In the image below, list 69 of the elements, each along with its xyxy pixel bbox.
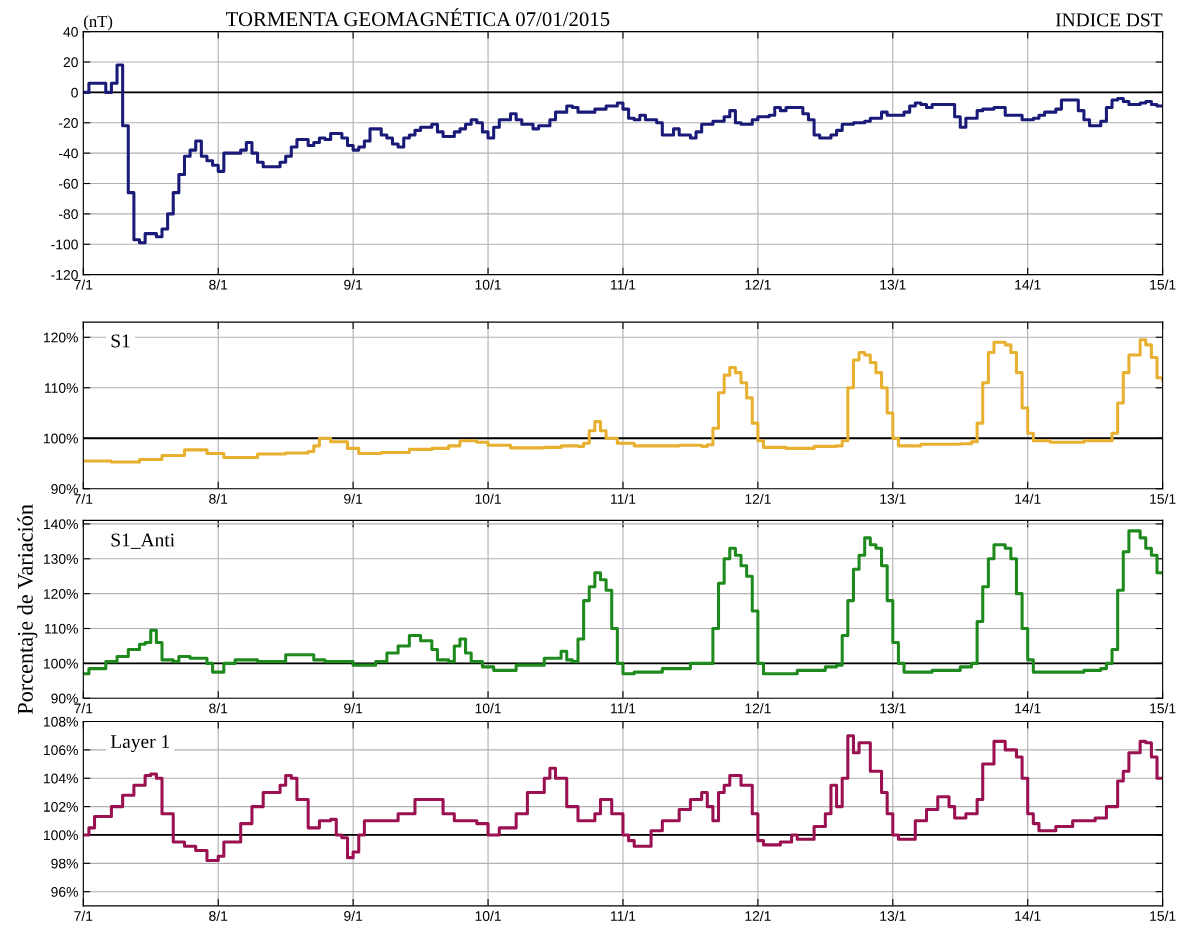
y-tick-label: 140% bbox=[43, 519, 78, 530]
x-tick-label: 9/1 bbox=[344, 910, 363, 921]
y-tick-label: 100% bbox=[43, 658, 78, 669]
chart-title: S1 bbox=[111, 334, 130, 348]
x-tick-label: 14/1 bbox=[1015, 279, 1041, 290]
x-tick-label: 12/1 bbox=[745, 910, 771, 921]
y-tick-label: 102% bbox=[43, 801, 78, 812]
x-tick-label: 13/1 bbox=[880, 703, 906, 714]
x-tick-label: 14/1 bbox=[1015, 910, 1041, 921]
y-tick-label: 98% bbox=[51, 858, 78, 869]
x-tick-label: 9/1 bbox=[344, 493, 363, 504]
y-axis-title: (nT) bbox=[84, 15, 113, 31]
y-tick-label: 130% bbox=[43, 554, 78, 564]
x-tick-label: 7/1 bbox=[74, 703, 93, 714]
x-tick-label: 13/1 bbox=[880, 910, 906, 921]
y-tick-label: 104% bbox=[43, 773, 78, 784]
y-tick-label: -40 bbox=[58, 148, 78, 159]
y-tick-label: 110% bbox=[45, 383, 78, 393]
y-tick-label: 108% bbox=[43, 716, 78, 727]
x-tick-label: 10/1 bbox=[475, 493, 501, 504]
y-tick-label: 120% bbox=[43, 588, 78, 599]
x-tick-label: 15/1 bbox=[1150, 493, 1176, 504]
y-tick-label: -80 bbox=[58, 209, 78, 220]
x-tick-label: 14/1 bbox=[1015, 493, 1041, 504]
x-tick-label: 11/1 bbox=[611, 279, 636, 290]
y-tick-label: 90% bbox=[51, 484, 78, 494]
y-tick-label: 100% bbox=[43, 433, 78, 444]
x-tick-label: 7/1 bbox=[74, 279, 93, 290]
x-tick-label: 7/1 bbox=[74, 910, 93, 921]
x-tick-label: 12/1 bbox=[745, 279, 771, 290]
x-tick-label: 7/1 bbox=[74, 493, 93, 504]
y-tick-label: 110% bbox=[45, 623, 78, 634]
y-tick-label: 40 bbox=[63, 26, 78, 37]
chart-subtitle: INDICE DST bbox=[1055, 13, 1163, 27]
x-tick-label: 12/1 bbox=[745, 493, 771, 504]
text: S1_Anti bbox=[111, 533, 175, 549]
x-tick-label: 15/1 bbox=[1150, 279, 1176, 290]
x-tick-label: 10/1 bbox=[475, 279, 501, 290]
x-tick-label: 15/1 bbox=[1150, 910, 1176, 921]
y-tick-label: 0 bbox=[71, 87, 78, 98]
y-tick-label: 100% bbox=[43, 830, 78, 841]
y-tick-label: -120 bbox=[51, 269, 78, 280]
y-tick-label: 120% bbox=[43, 332, 78, 343]
text: Layer 1 bbox=[110, 735, 170, 753]
y-tick-label: -20 bbox=[58, 118, 78, 128]
x-tick-label: 11/1 bbox=[611, 910, 636, 921]
x-tick-label: 11/1 bbox=[611, 703, 636, 714]
x-tick-label: 13/1 bbox=[880, 493, 906, 504]
x-tick-label: 10/1 bbox=[475, 910, 501, 921]
y-tick-label: -100 bbox=[51, 239, 78, 250]
x-tick-label: 8/1 bbox=[209, 703, 228, 714]
chart-title: TORMENTA GEOMAGNÉTICA 07/01/2015 bbox=[226, 8, 610, 27]
x-tick-label: 15/1 bbox=[1150, 703, 1176, 714]
x-tick-label: 10/1 bbox=[475, 703, 501, 714]
x-tick-label: 9/1 bbox=[344, 279, 363, 290]
x-tick-label: 8/1 bbox=[209, 493, 228, 504]
x-tick-label: 12/1 bbox=[745, 703, 771, 714]
y-tick-label: -60 bbox=[58, 178, 78, 189]
y-tick-label: 90% bbox=[51, 693, 78, 704]
y-axis-title: Porcentaje de Variación bbox=[17, 504, 38, 715]
y-tick-label: 20 bbox=[63, 57, 78, 68]
x-tick-label: 11/1 bbox=[611, 493, 636, 504]
x-tick-label: 9/1 bbox=[344, 703, 363, 714]
y-tick-label: 96% bbox=[51, 887, 78, 897]
x-tick-label: 8/1 bbox=[209, 279, 228, 290]
y-tick-label: 106% bbox=[43, 745, 78, 756]
x-tick-label: 14/1 bbox=[1015, 703, 1041, 714]
x-tick-label: 13/1 bbox=[880, 279, 906, 290]
x-tick-label: 8/1 bbox=[209, 910, 228, 921]
